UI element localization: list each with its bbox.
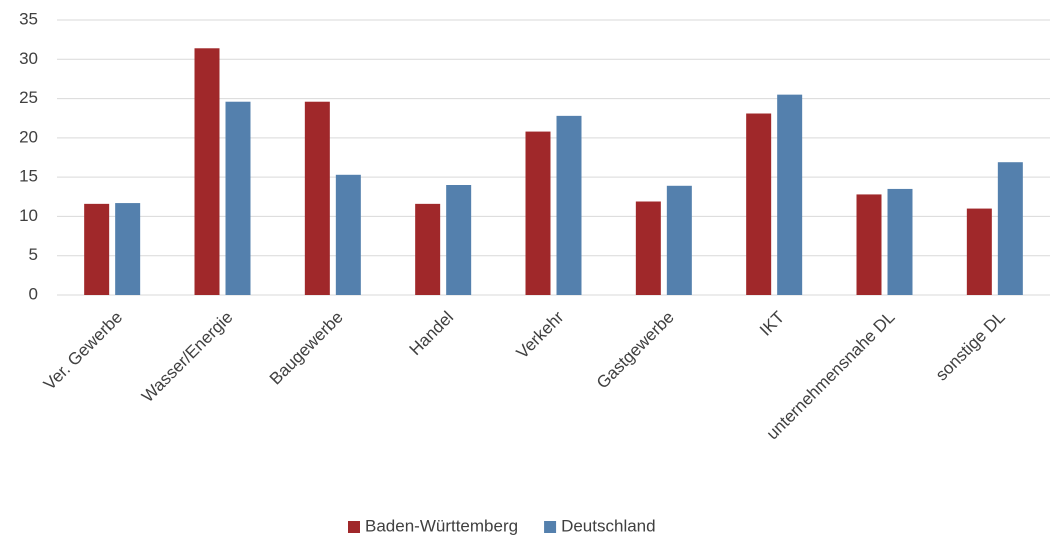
y-tick-label: 15 <box>19 167 38 186</box>
bar <box>84 203 110 295</box>
bar <box>556 115 582 295</box>
bar <box>966 208 992 295</box>
y-tick-label: 25 <box>19 88 38 107</box>
bar <box>635 201 661 295</box>
y-tick-label: 35 <box>19 9 38 28</box>
y-tick-label: 5 <box>29 245 38 264</box>
y-tick-label: 30 <box>19 49 38 68</box>
y-tick-label: 10 <box>19 206 38 225</box>
bar <box>666 185 692 295</box>
x-tick-label: Gastgewerbe <box>593 308 678 393</box>
bar <box>777 94 803 296</box>
x-tick-label: Verkehr <box>513 307 568 362</box>
x-tick-label: Baugewerbe <box>266 308 347 389</box>
bar <box>997 162 1023 295</box>
bar <box>446 185 472 295</box>
bar <box>304 101 330 295</box>
x-tick-label: sonstige DL <box>932 308 1009 385</box>
legend-label: Baden-Württemberg <box>365 516 518 535</box>
bar <box>856 194 882 295</box>
y-tick-label: 0 <box>29 284 38 303</box>
x-tick-label: Handel <box>406 308 458 360</box>
bar <box>115 203 141 295</box>
x-tick-label: Ver. Gewerbe <box>40 308 126 394</box>
legend-label: Deutschland <box>561 516 656 535</box>
bar <box>525 131 551 295</box>
y-tick-label: 20 <box>19 127 38 146</box>
x-tick-label: IKT <box>756 308 788 340</box>
x-tick-label: unternehmensnahe DL <box>763 308 899 444</box>
bar <box>887 188 913 295</box>
bar <box>746 113 772 295</box>
legend-swatch <box>544 521 557 533</box>
bar <box>225 101 251 295</box>
legend-swatch <box>348 521 360 533</box>
bar <box>415 203 441 295</box>
bar <box>194 48 220 296</box>
bar <box>335 174 361 295</box>
x-tick-label: Wasser/Energie <box>138 308 237 407</box>
